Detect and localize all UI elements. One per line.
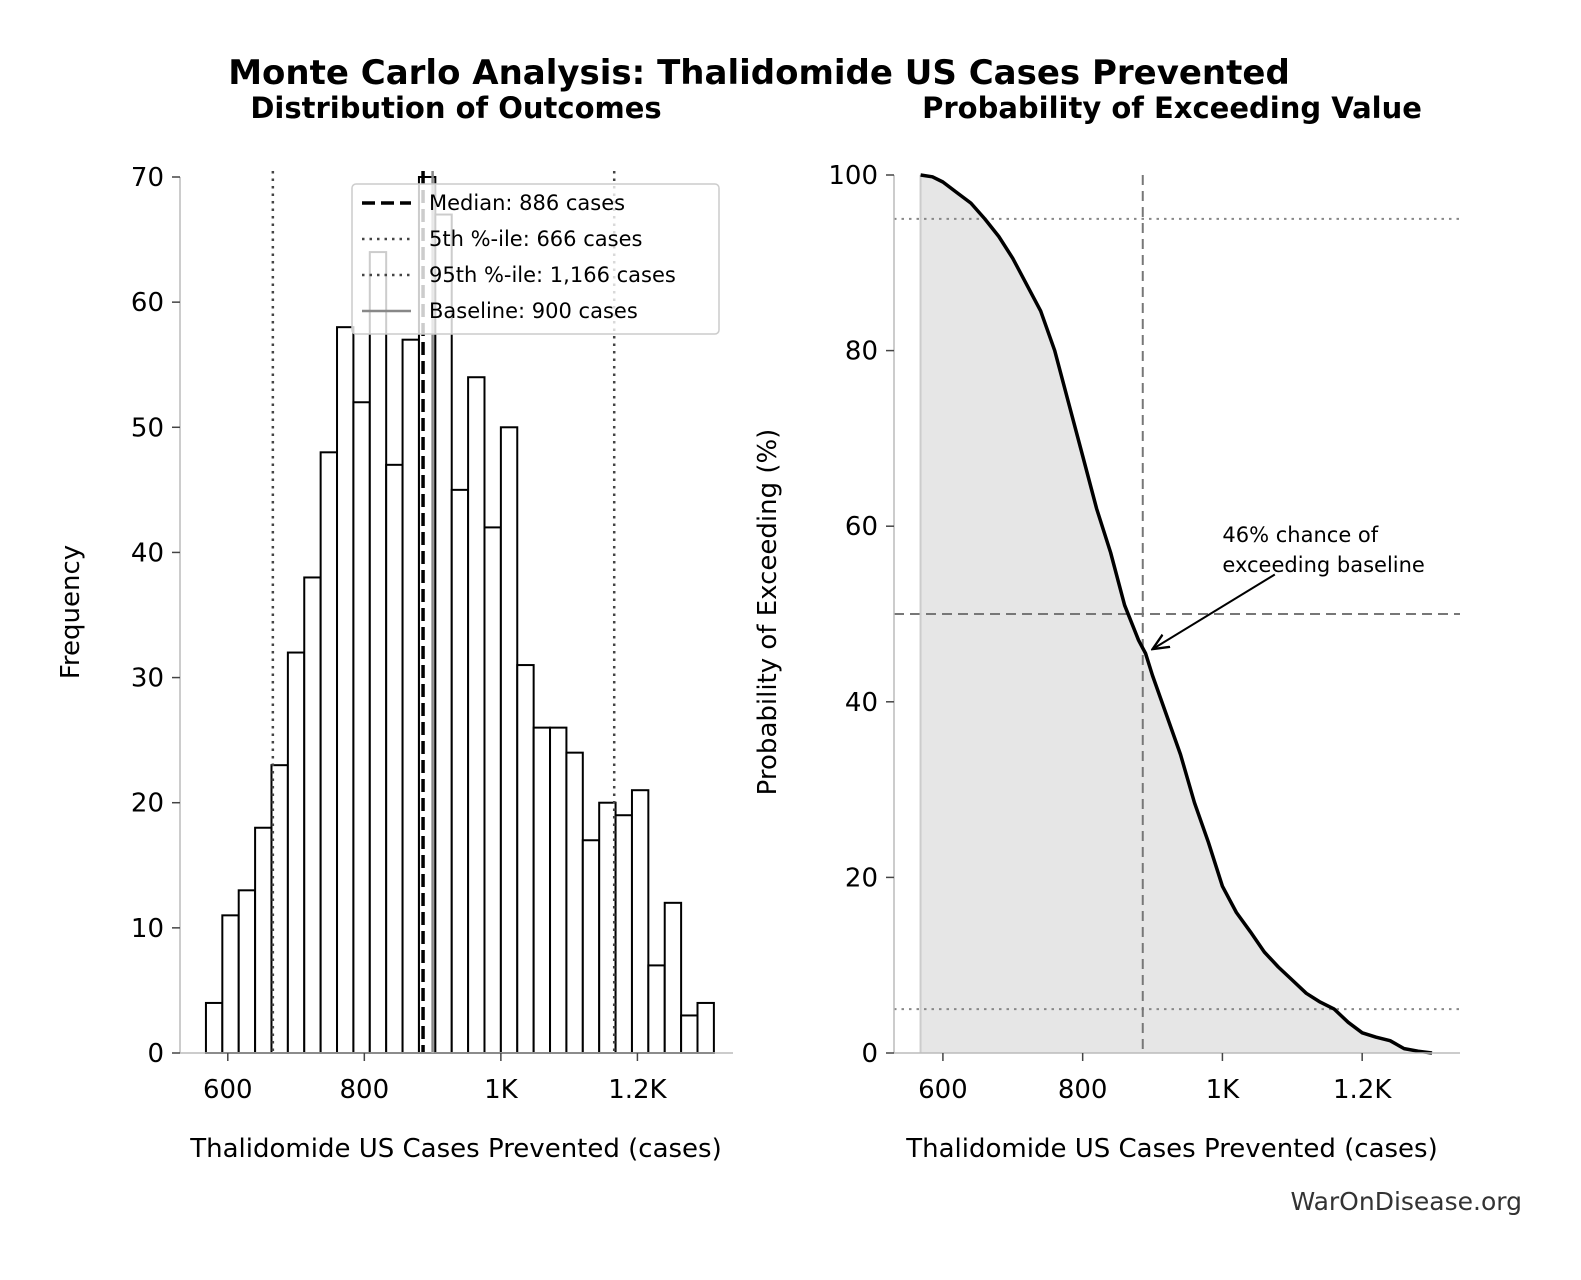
histogram-bar bbox=[450, 488, 470, 1055]
exceedance-fill-area bbox=[920, 175, 1432, 1053]
exceedance-curve bbox=[920, 173, 1433, 1055]
histogram-y-tick-label: 60 bbox=[131, 288, 164, 318]
exceedance-y-axis-label: Probability of Exceeding (%) bbox=[753, 429, 783, 796]
histogram-bar bbox=[368, 251, 388, 1055]
histogram-bar bbox=[286, 651, 306, 1054]
credit-text: WarOnDisease.org bbox=[1290, 1187, 1522, 1216]
histogram-x-tick-label: 800 bbox=[340, 1075, 390, 1105]
exceedance-y-tick-label: 60 bbox=[845, 512, 878, 542]
exceedance-y-tick-label: 20 bbox=[845, 863, 878, 893]
histogram-bar bbox=[270, 764, 289, 1055]
exceedance-title: Probability of Exceeding Value bbox=[922, 91, 1422, 125]
legend-frame bbox=[351, 183, 720, 335]
histogram-y-tick-label: 10 bbox=[131, 914, 164, 944]
histogram-bar bbox=[303, 576, 322, 1054]
histogram-bar bbox=[680, 1014, 699, 1055]
histogram-y-tick-label: 40 bbox=[131, 538, 164, 568]
annotation-text-line-1: 46% chance of bbox=[1222, 523, 1378, 547]
histogram-x-tick-label: 600 bbox=[203, 1075, 253, 1105]
exceedance-x-tick-label: 1K bbox=[1206, 1075, 1241, 1105]
histogram-bar bbox=[696, 1001, 715, 1055]
legend-label-5th: 5th %-ile: 666 cases bbox=[429, 227, 642, 251]
histogram-bar bbox=[614, 814, 633, 1054]
legend-label-baseline: Baseline: 900 cases bbox=[429, 299, 638, 323]
histogram-legend: Median: 886 cases 5th %-ile: 666 cases 9… bbox=[351, 183, 720, 335]
histogram-bar bbox=[336, 326, 355, 1054]
histogram-y-tick-label: 50 bbox=[131, 413, 164, 443]
histogram-bar bbox=[549, 726, 568, 1055]
histogram-y-tick-label: 30 bbox=[131, 664, 164, 694]
histogram-title: Distribution of Outcomes bbox=[250, 91, 661, 125]
histogram-bar bbox=[434, 213, 453, 1055]
histogram-bar bbox=[630, 789, 650, 1054]
histogram-bar bbox=[647, 964, 666, 1055]
exceedance-y-tick-label: 0 bbox=[861, 1039, 878, 1069]
histogram-bar bbox=[237, 889, 257, 1054]
histogram-bar bbox=[385, 463, 404, 1055]
histogram-x-tick-label: 1K bbox=[484, 1075, 519, 1105]
histogram-bar bbox=[532, 726, 552, 1055]
histogram-bar bbox=[516, 664, 535, 1054]
legend-label-median: Median: 886 cases bbox=[429, 191, 625, 215]
histogram-bar bbox=[663, 901, 683, 1054]
exceedance-axes: 0 20 40 60 80 100 600 800 1K 1.2K bbox=[828, 161, 1460, 1105]
exceedance-panel: Probability of Exceeding Value 0 20 40 60 80… bbox=[753, 91, 1460, 1164]
exceedance-x-tick-label: 800 bbox=[1058, 1075, 1108, 1105]
exceedance-y-tick-label: 100 bbox=[828, 161, 878, 191]
histogram-y-tick-label: 0 bbox=[147, 1039, 164, 1069]
histogram-x-tick-label: 1.2K bbox=[608, 1075, 667, 1105]
histogram-bar bbox=[565, 751, 584, 1055]
histogram-axes: 0 10 20 30 40 50 60 70 600 800 1K 1.2K bbox=[131, 163, 733, 1105]
histogram-bar bbox=[204, 1001, 224, 1055]
histogram-y-axis-label: Frequency bbox=[56, 545, 86, 679]
histogram-bar bbox=[221, 914, 240, 1054]
histogram-bar bbox=[401, 338, 420, 1054]
histogram-y-tick-label: 70 bbox=[131, 163, 164, 193]
annotation-arrow bbox=[1153, 573, 1276, 649]
exceedance-reference-lines bbox=[894, 175, 1460, 1053]
histogram-bar bbox=[581, 839, 601, 1054]
histogram-bar bbox=[483, 526, 502, 1054]
histogram-panel: Distribution of Outcomes 0 10 20 30 40 50 60 70… bbox=[56, 91, 733, 1164]
exceedance-x-tick-label: 1.2K bbox=[1333, 1075, 1392, 1105]
histogram-bar bbox=[467, 376, 486, 1054]
histogram-bar bbox=[499, 426, 519, 1054]
figure-title: Monte Carlo Analysis: Thalidomide US Cas… bbox=[228, 53, 1290, 93]
annotation-text: 46% chance of exceeding baseline bbox=[1222, 523, 1424, 577]
exceedance-y-tick-label: 80 bbox=[845, 337, 878, 367]
annotation-text-line-2: exceeding baseline bbox=[1222, 553, 1424, 577]
histogram-bar bbox=[319, 451, 339, 1055]
exceedance-x-tick-label: 600 bbox=[918, 1075, 968, 1105]
histogram-bar bbox=[352, 401, 371, 1054]
exceedance-y-tick-label: 40 bbox=[845, 688, 878, 718]
legend-label-95th: 95th %-ile: 1,166 cases bbox=[429, 263, 676, 287]
histogram-x-axis-label: Thalidomide US Cases Prevented (cases) bbox=[189, 1134, 721, 1164]
histogram-y-tick-label: 20 bbox=[131, 789, 164, 819]
histogram-bar bbox=[254, 826, 273, 1054]
exceedance-x-axis-label: Thalidomide US Cases Prevented (cases) bbox=[905, 1134, 1437, 1164]
